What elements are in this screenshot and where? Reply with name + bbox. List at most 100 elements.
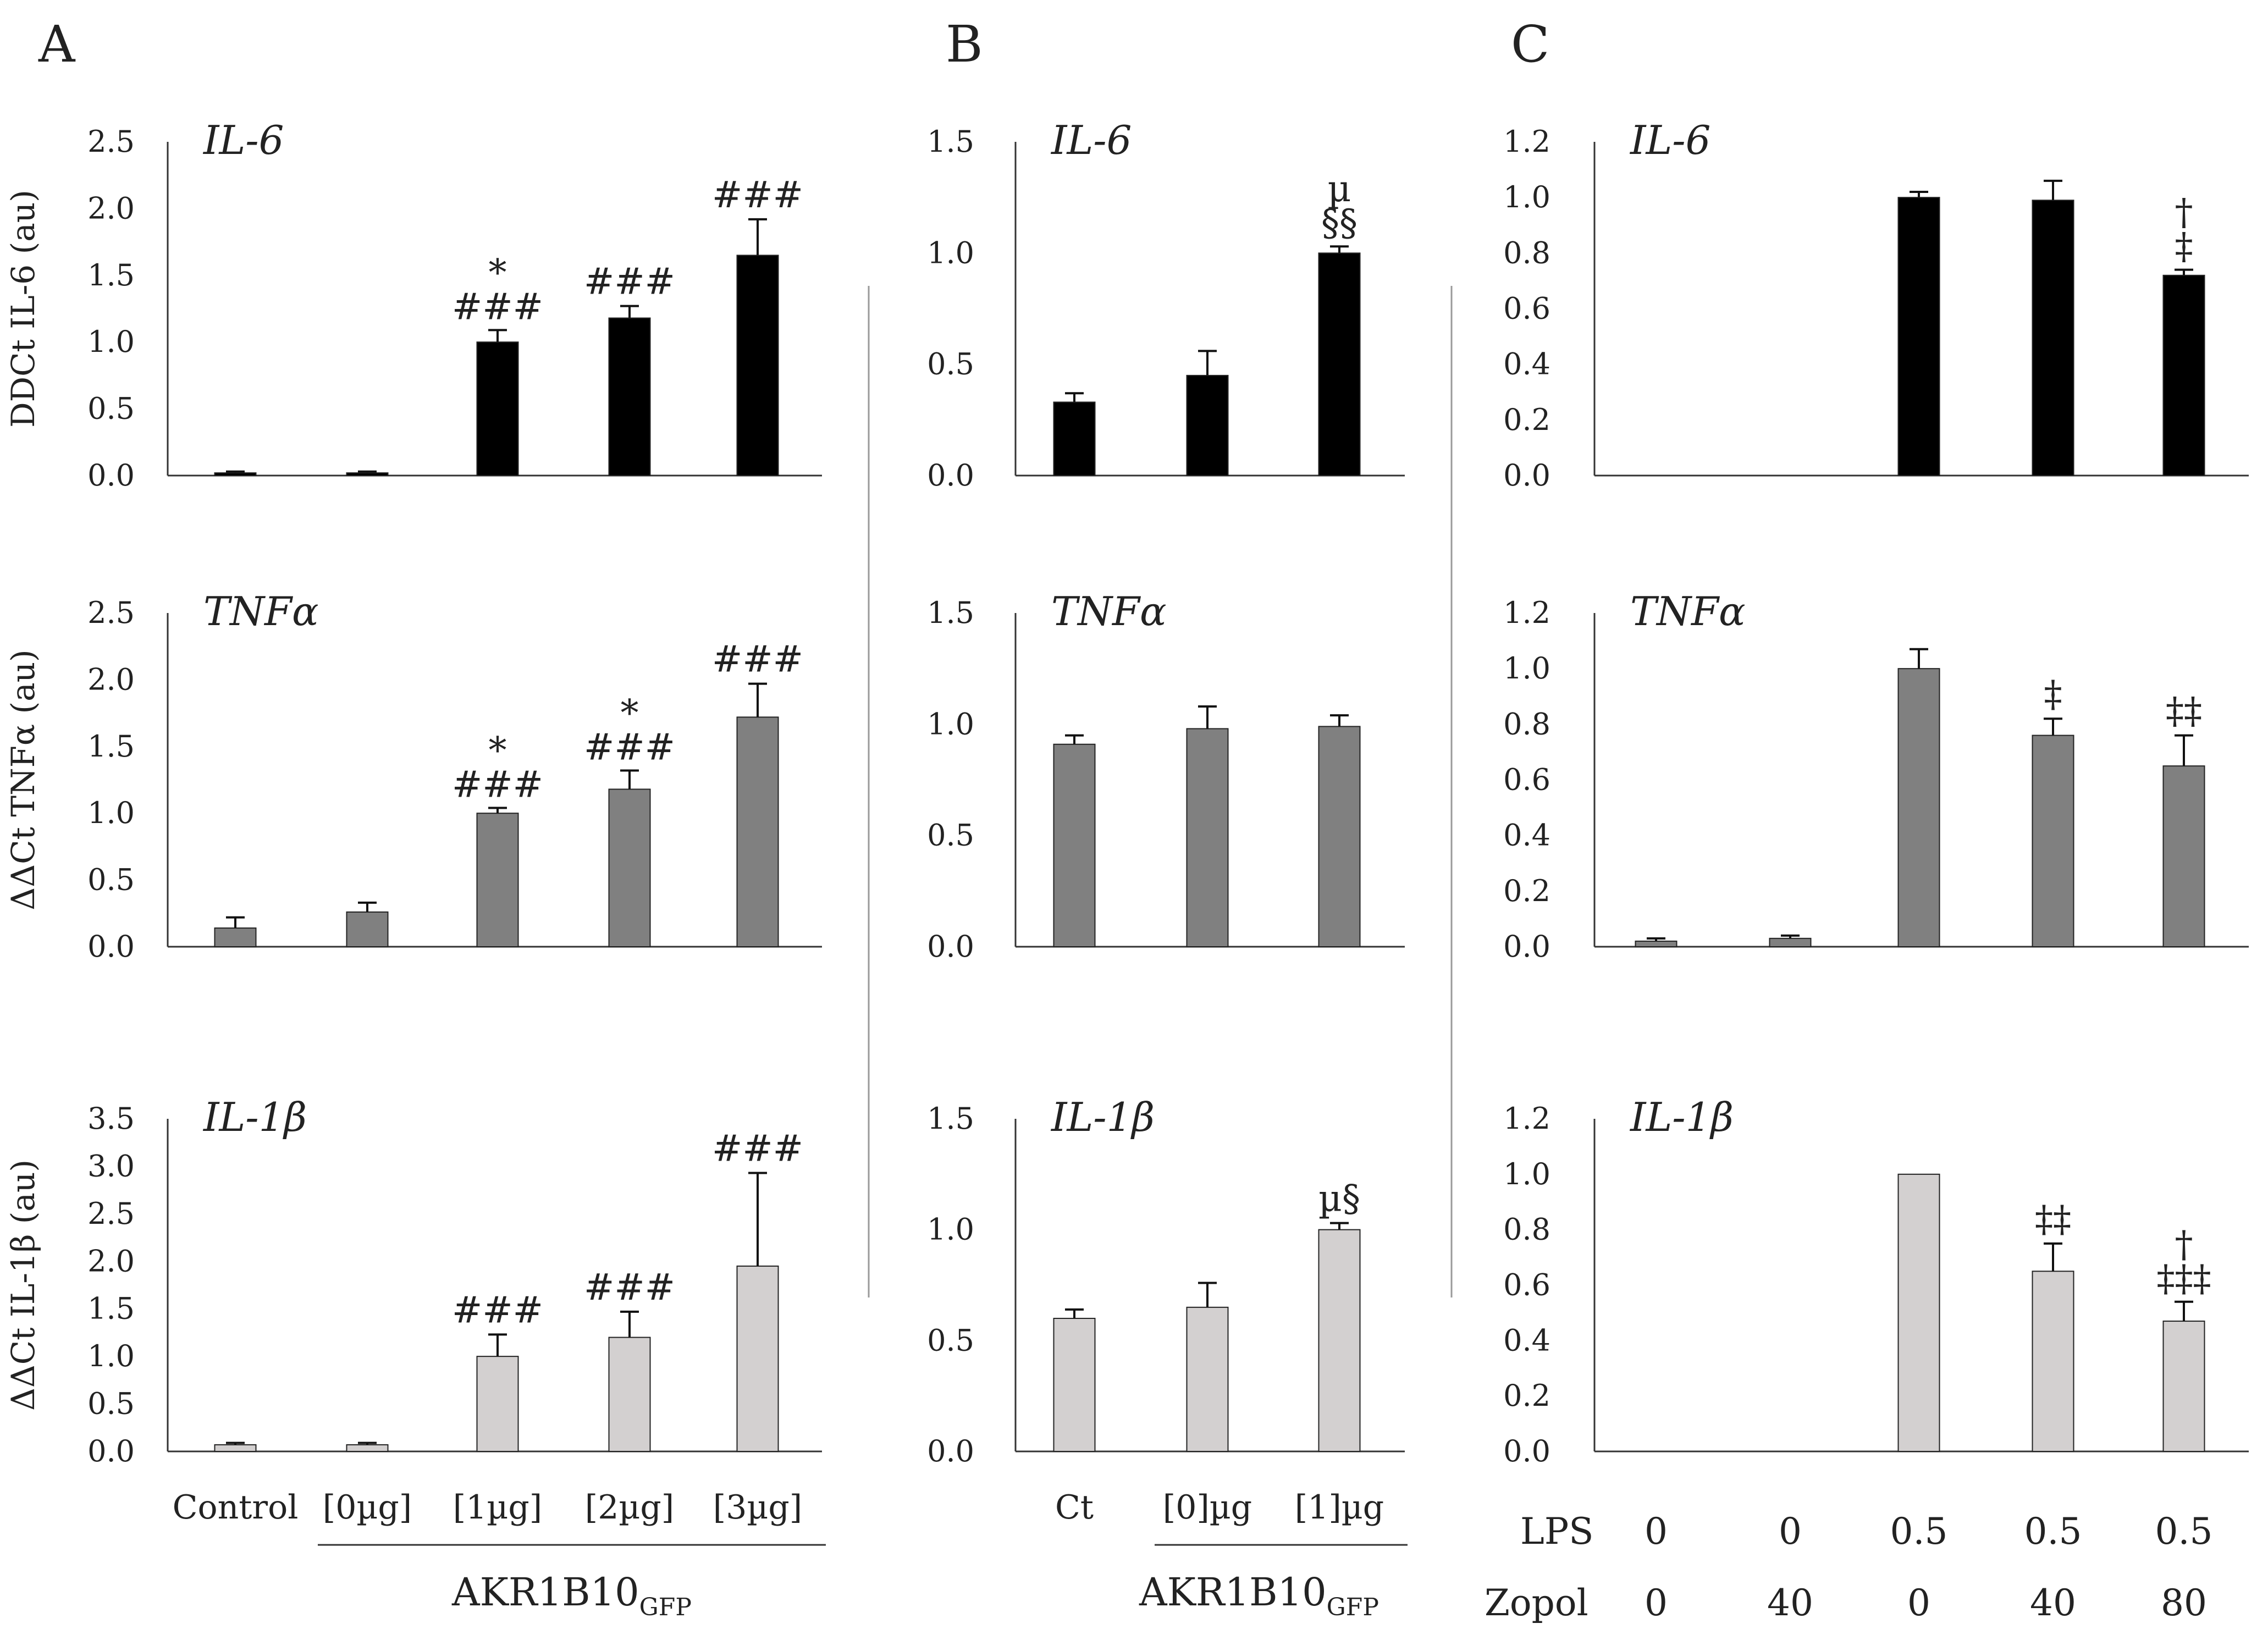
chart-a-0: 0.0 0.5 1.0 1.5 2.0 2.5 DDCt IL-6 (au) IL-6 * ###… [4, 117, 822, 493]
y-tick-label-b-0-2: 1.0 [927, 235, 974, 270]
bar-a-1-3 [608, 788, 651, 947]
y-tick-label-c-2-5: 1.0 [1503, 1157, 1550, 1191]
y-tick-label-a-1-0: 0.0 [87, 929, 135, 964]
bar-b-2-0 [1053, 1318, 1096, 1452]
bar-a-1-1 [346, 911, 389, 947]
chart-b-0: 0.0 0.5 1.0 1.5 IL-6 µ §§ [927, 117, 1405, 493]
y-tick-label-a-1-3: 1.5 [87, 729, 135, 764]
gene-title-c-0: IL-6 [1629, 117, 1710, 163]
chart-c-1: 0.00.20.40.60.81.01.2 TNFα‡ ‡‡ [1503, 588, 2249, 964]
panel-label-c: C [1511, 15, 1549, 74]
y-tick-label-c-2-3: 0.6 [1503, 1268, 1550, 1302]
y-tick-label-b-0-1: 0.5 [927, 347, 974, 382]
x-label-b-2: [1]µg [1295, 1488, 1384, 1527]
x-label-a-0: Control [173, 1488, 299, 1527]
y-tick-label-b-2-0: 0.0 [927, 1434, 974, 1468]
y-tick-label-c-1-6: 1.2 [1503, 595, 1550, 630]
row-label-zopol: Zopol [1485, 1582, 1588, 1624]
bar-c-0-4 [2162, 274, 2205, 476]
chart-b-2: 0.0 0.5 1.0 1.5 IL-1β µ§ [927, 1094, 1405, 1468]
bar-c-0-2 [1897, 197, 1940, 476]
y-tick-label-c-2-2: 0.4 [1503, 1323, 1550, 1357]
bar-c-1-4 [2162, 765, 2205, 948]
significance-label-a-1-2: * ### [452, 729, 543, 805]
y-tick-label-a-2-2: 1.0 [87, 1339, 135, 1373]
bar-a-0-1 [346, 472, 389, 476]
bar-b-0-2 [1318, 252, 1361, 476]
chart-a-1: 0.0 0.5 1.0 1.5 2.0 2.5 ΔΔCt TNFα (au) TNFα * ###… [4, 588, 822, 964]
lps-value-2: 0.5 [1890, 1510, 1948, 1553]
y-tick-label-c-0-6: 1.2 [1503, 124, 1550, 159]
significance-label-a-2-2: ### [452, 1289, 543, 1331]
y-tick-label-a-2-5: 2.5 [87, 1196, 135, 1231]
bar-c-1-0 [1635, 940, 1677, 947]
bar-b-0-0 [1053, 401, 1096, 477]
significance-label-c-2-3: ‡‡ [2035, 1198, 2071, 1240]
significance-label-c-1-3: ‡ [2044, 673, 2062, 715]
y-tick-label-a-0-4: 2.0 [87, 191, 135, 225]
gene-title-c-2: IL-1β [1629, 1094, 1734, 1140]
significance-label-c-2-4: † ‡‡‡ [2157, 1223, 2211, 1300]
bar-b-1-2 [1318, 726, 1361, 947]
panel-b-x-axis-labels: Ct [0]µg [1]µg AKR1B10GFP [1055, 1488, 1408, 1621]
x-label-a-4: [3µg] [713, 1488, 802, 1527]
y-tick-label-a-0-2: 1.0 [87, 324, 135, 359]
y-tick-label-c-1-5: 1.0 [1503, 651, 1550, 686]
chart-a-2: 0.0 0.5 1.0 1.5 2.0 2.5 3.0 3.5 ΔΔCt IL-1β (au) I… [4, 1094, 822, 1468]
y-tick-label-a-1-2: 1.0 [87, 796, 135, 830]
panel-label-a: A [38, 15, 76, 74]
y-tick-label-a-2-7: 3.5 [87, 1101, 135, 1136]
bar-b-0-1 [1186, 374, 1229, 477]
y-tick-label-a-1-5: 2.5 [87, 595, 135, 630]
lps-value-3: 0.5 [2024, 1510, 2082, 1553]
row-label-lps: LPS [1520, 1510, 1593, 1553]
y-tick-label-b-1-2: 1.0 [927, 706, 974, 741]
significance-label-a-0-4: ### [712, 174, 803, 216]
y-axis-title-a-1: ΔΔCt TNFα (au) [4, 649, 42, 910]
y-tick-label-c-0-4: 0.8 [1503, 235, 1550, 270]
y-tick-label-b-2-1: 0.5 [927, 1323, 974, 1357]
bar-a-0-2 [476, 341, 519, 477]
y-tick-label-c-2-6: 1.2 [1503, 1101, 1550, 1136]
y-tick-label-a-2-1: 0.5 [87, 1387, 135, 1421]
zopol-value-1: 40 [1767, 1582, 1813, 1624]
charts-layer: 0.0 0.5 1.0 1.5 2.0 2.5 DDCt IL-6 (au) IL-6 * ###… [4, 117, 2249, 1468]
bar-c-1-2 [1897, 668, 1940, 947]
y-tick-label-c-1-0: 0.0 [1503, 929, 1550, 964]
zopol-value-0: 0 [1645, 1582, 1668, 1624]
bar-a-1-4 [736, 716, 779, 948]
y-tick-label-c-1-4: 0.8 [1503, 706, 1550, 741]
y-tick-label-b-1-1: 0.5 [927, 818, 974, 853]
group-label-a: AKR1B10GFP [451, 1570, 692, 1621]
chart-c-0: 0.0 0.2 0.4 0.6 0.8 1.0 1.2 IL-6 † ‡ [1503, 117, 2249, 493]
y-tick-label-a-0-5: 2.5 [87, 124, 135, 159]
bar-c-1-1 [1769, 937, 1812, 947]
bar-a-2-4 [736, 1265, 779, 1452]
chart-b-1: 0.0 0.5 1.0 1.5 TNFα [927, 588, 1405, 964]
y-tick-label-b-2-3: 1.5 [927, 1101, 974, 1136]
zopol-value-4: 80 [2161, 1582, 2207, 1624]
y-tick-label-c-1-2: 0.4 [1503, 818, 1550, 853]
bar-c-1-3 [2032, 735, 2074, 947]
panel-label-b: B [946, 15, 983, 74]
y-tick-label-a-2-6: 3.0 [87, 1148, 135, 1183]
lps-value-0: 0 [1645, 1510, 1668, 1553]
bar-b-1-0 [1053, 743, 1096, 947]
y-tick-label-a-2-0: 0.0 [87, 1434, 135, 1468]
x-label-a-3: [2µg] [585, 1488, 674, 1527]
x-label-b-0: Ct [1055, 1488, 1094, 1527]
bar-b-2-1 [1186, 1306, 1229, 1452]
y-tick-label-c-0-2: 0.4 [1503, 347, 1550, 382]
y-tick-label-a-0-0: 0.0 [87, 458, 135, 493]
gene-title-a-0: IL-6 [202, 117, 284, 163]
chart-c-2: 0.0 0.2 0.4 0.6 0.8 1.0 1.2 IL-1β ‡‡ † ‡‡‡ [1503, 1094, 2249, 1468]
bar-a-2-3 [608, 1337, 651, 1453]
panel-a-x-axis-labels: Control [0µg] [1µg] [2µg] [3µg] AKR1B10G… [173, 1488, 826, 1621]
gene-title-a-1: TNFα [203, 588, 319, 634]
group-label-b: AKR1B10GFP [1139, 1570, 1379, 1621]
bar-b-1-1 [1186, 728, 1229, 947]
bar-b-2-2 [1318, 1229, 1361, 1453]
lps-value-4: 0.5 [2155, 1510, 2213, 1553]
y-tick-label-c-2-0: 0.0 [1503, 1434, 1550, 1468]
